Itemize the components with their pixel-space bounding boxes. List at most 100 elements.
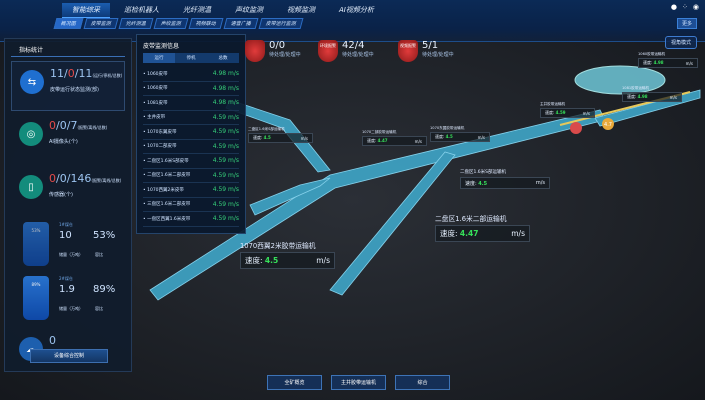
speed-unit: m/s [669, 94, 677, 100]
belt-list-item[interactable]: • 1070二部皮带 4.59 m/s [143, 140, 239, 154]
grid-icon[interactable]: ⁘ [682, 3, 688, 11]
sensor-card[interactable]: ▯ 0/0/146(报警/离线/总数) 传感器(个) [11, 167, 125, 217]
belt-list-item[interactable]: • 三盘区1.6米二部皮带 4.59 m/s [143, 198, 239, 212]
belt-speed: 4.59 m/s [212, 215, 239, 223]
conveyor-speed-box[interactable]: 速度: 4.5 m/s [248, 133, 313, 144]
panel-title: 指标统计 [11, 43, 125, 57]
ratio-label: 容比 [95, 252, 103, 257]
belt-status-card[interactable]: ⇆ 11/0/11(运行/停机/总数) 皮带运行状态监测(部) [11, 61, 125, 111]
belt-list-item[interactable]: • 二盘区1.6米S部皮带 4.59 m/s [143, 154, 239, 169]
location-marker-icon[interactable] [570, 122, 582, 134]
alarm-summary[interactable]: 视频报警 5/1 待处理/处理中 [398, 40, 454, 62]
more-button[interactable]: 更多 [676, 18, 697, 29]
belt-speed: 4.59 m/s [212, 157, 239, 165]
conveyor-label: 1070东翼胶带运输机 [430, 126, 465, 130]
belt-speed: 4.59 m/s [212, 171, 239, 179]
badge-marker[interactable] [602, 118, 614, 130]
speed-value: 4.47 [377, 138, 388, 144]
top-right-icons: ● ⁘ ◉ [671, 3, 699, 11]
belt-monitor-panel: 皮带监测信息 运行 停机 总数 • 1060皮带 4.98 m/s • 1060皮带 4.… [136, 34, 246, 234]
nav-item[interactable]: 声纹监测 [235, 6, 263, 14]
silo-storage: 10 [59, 230, 72, 241]
tab-item[interactable]: 皮带监测 [83, 18, 119, 29]
tab-item[interactable]: 概况图 [53, 18, 84, 29]
conveyor-speed-box[interactable]: 速度: 4.98 m/s [622, 92, 682, 103]
conveyor-speed-box[interactable]: 速度: 4.59 m/s [540, 108, 595, 119]
conveyor-branch-3[interactable] [249, 177, 331, 216]
bottom-view-button[interactable]: 全矿概览 [267, 375, 322, 390]
belt-speed: 4.59 m/s [212, 128, 239, 136]
speed-unit: m/s [511, 229, 525, 238]
sensor-label: 传感器(个) [49, 192, 73, 198]
conveyor-speed-box[interactable]: 速度: 4.47 m/s [435, 225, 530, 242]
belt-name: • 1081皮带 [143, 100, 168, 106]
top-bar: 智能综采 巡检机器人 光纤测温 声纹监测 视频监测 AI视频分析 概况图 皮带监测 光纤测温声… [0, 0, 705, 42]
speed-value: 4.47 [459, 229, 479, 238]
silo-list: 53% 1#煤仓 10 53% 储量（万吨） 容比 89% 2#煤仓 1.9 89… [5, 220, 131, 326]
silo-card: 53% 1#煤仓 10 53% 储量（万吨） 容比 [11, 220, 125, 272]
belt-list-item[interactable]: • 主井皮带 4.59 m/s [143, 111, 239, 125]
conveyor-label: 主井胶带运输机 [540, 102, 566, 106]
belt-list-item[interactable]: • 1081皮带 4.98 m/s [143, 96, 239, 111]
belt-tab[interactable]: 运行 [143, 53, 175, 63]
alarm-label: 待处理/处理中 [342, 52, 374, 58]
storage-label: 储量（万吨） [59, 252, 83, 257]
nav-item[interactable]: 巡检机器人 [124, 6, 159, 14]
conveyor-speed-box[interactable]: 速度: 4.5 m/s [430, 132, 490, 143]
main-nav: 智能综采 巡检机器人 光纤测温 声纹监测 视频监测 AI视频分析 [62, 3, 384, 18]
speed-unit: m/s [316, 256, 330, 265]
conveyor-label: 二盘区1.6米S部运输机 [460, 170, 507, 175]
belt-name: • 三盘区1.6米二部皮带 [143, 202, 191, 208]
speed-unit: m/s [535, 180, 545, 186]
camera-counts: 0/0/7(报警/离线/总数) [49, 119, 108, 132]
belt-name: • 1070西翼2米皮带 [143, 187, 184, 193]
view-mode-button[interactable]: 视角模式 [664, 36, 697, 49]
belt-list-item[interactable]: • 1060皮带 4.98 m/s [143, 67, 239, 82]
belt-speed: 4.59 m/s [212, 200, 239, 208]
silo-tank: 89% [23, 276, 49, 320]
belt-tab[interactable]: 停机 [175, 53, 207, 63]
conveyor-speed-box[interactable]: 速度: 4.5 m/s [460, 177, 550, 189]
tab-item[interactable]: 皮带运行监测 [258, 18, 304, 29]
bottom-view-button[interactable]: 主井胶带运输机 [331, 375, 386, 390]
tab-item[interactable]: 语音广播 [223, 18, 259, 29]
belt-list-item[interactable]: • 二盘区1.6米二部皮带 4.59 m/s [143, 169, 239, 183]
belt-tabs: 运行 停机 总数 [143, 53, 239, 63]
avatar[interactable]: ◉ [692, 3, 699, 11]
tab-item[interactable]: 视频联动 [188, 18, 224, 29]
belt-list-item[interactable]: • 1070东翼皮带 4.59 m/s [143, 125, 239, 140]
conveyor-speed-box[interactable]: 速度: 4.47 m/s [362, 136, 427, 147]
belt-speed: 4.98 m/s [212, 84, 239, 92]
storage-label: 储量（万吨） [59, 306, 83, 311]
belt-tab[interactable]: 总数 [207, 53, 239, 63]
device-control-button[interactable]: 设备综合控制 [30, 349, 108, 363]
belt-list-item[interactable]: • 1060皮带 4.98 m/s [143, 82, 239, 96]
nav-item[interactable]: 智能综采 [62, 3, 110, 18]
conveyor-label: 1070西翼2米胶带运输机 [240, 242, 316, 250]
camera-card[interactable]: ◎ 0/0/7(报警/离线/总数) AI摄像头(个) [11, 114, 125, 164]
tab-item[interactable]: 声纹监测 [153, 18, 189, 29]
tab-item[interactable]: 光纤测温 [118, 18, 154, 29]
silo-ratio: 89% [93, 284, 116, 295]
user-icon[interactable]: ● [670, 3, 678, 11]
belt-speed: 4.59 m/s [212, 113, 239, 121]
nav-item[interactable]: AI视频分析 [339, 6, 374, 14]
belt-list-item[interactable]: • 一盘区西翼1.6米皮带 4.59 m/s [143, 212, 239, 227]
speed-value: 4.59 [555, 110, 566, 116]
speed-label: 速度: [465, 180, 477, 187]
speed-unit: m/s [414, 138, 422, 144]
alarm-summary[interactable]: 0/0 待处理/处理中 [245, 40, 301, 62]
belt-list-item[interactable]: • 1070西翼2米皮带 4.59 m/s [143, 183, 239, 198]
conveyor-speed-box[interactable]: 速度: 4.5 m/s [240, 252, 335, 269]
conveyor-speed-box[interactable]: 速度: 4.98 m/s [638, 58, 698, 69]
alarm-summary[interactable]: 环境报警 42/4 待处理/处理中 [318, 40, 374, 62]
speed-label: 速度: [367, 138, 377, 144]
coal-silo-structure[interactable] [574, 65, 666, 95]
bottom-view-button[interactable]: 综合 [395, 375, 450, 390]
silo-tank: 53% [23, 222, 49, 266]
conveyor-branch-2[interactable] [329, 151, 456, 296]
nav-item[interactable]: 光纤测温 [183, 6, 211, 14]
silo-card: 89% 2#煤仓 1.9 89% 储量（万吨） 容比 [11, 274, 125, 326]
belt-status-label: 皮带运行状态监测(部) [50, 87, 99, 93]
nav-item[interactable]: 视频监测 [287, 6, 315, 14]
